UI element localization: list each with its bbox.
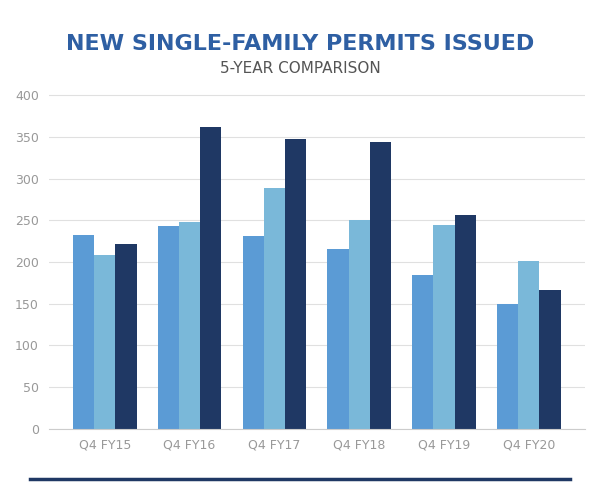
Bar	[328, 249, 349, 429]
Bar	[455, 215, 476, 429]
Bar	[433, 225, 455, 429]
Bar	[179, 222, 200, 429]
Bar	[242, 236, 264, 429]
Text: NEW SINGLE-FAMILY PERMITS ISSUED: NEW SINGLE-FAMILY PERMITS ISSUED	[66, 34, 534, 55]
Bar	[285, 139, 306, 429]
Bar	[370, 142, 391, 429]
Bar	[73, 236, 94, 429]
Bar	[518, 261, 539, 429]
Bar	[539, 290, 560, 429]
Text: 5-YEAR COMPARISON: 5-YEAR COMPARISON	[220, 61, 380, 77]
Bar	[94, 255, 115, 429]
Bar	[115, 244, 137, 429]
Bar	[412, 274, 433, 429]
Bar	[200, 127, 221, 429]
Bar	[264, 188, 285, 429]
Bar	[158, 226, 179, 429]
Bar	[497, 304, 518, 429]
Bar	[349, 220, 370, 429]
